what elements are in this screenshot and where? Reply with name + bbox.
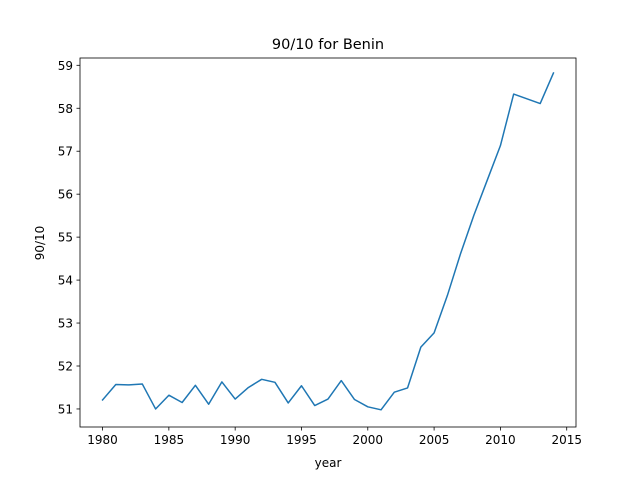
series-line-0 <box>101 72 555 411</box>
y-tick-label-52: 52 <box>58 360 73 374</box>
y-tick-label-55: 55 <box>58 231 73 245</box>
x-tick-label-1995: 1995 <box>286 433 317 447</box>
x-tick-label-1990: 1990 <box>220 433 251 447</box>
y-tick-label-57: 57 <box>58 145 73 159</box>
x-tick-label-2000: 2000 <box>353 433 384 447</box>
x-tick-label-2005: 2005 <box>419 433 450 447</box>
plot-area: 1980 1985 1990 1995 2000 2005 2010 2015 51 52 53 54… <box>58 57 582 447</box>
y-tick-label-59: 59 <box>58 59 73 73</box>
x-tick-label-1985: 1985 <box>154 433 185 447</box>
y-tick-label-53: 53 <box>58 317 73 331</box>
y-tick-label-56: 56 <box>58 188 73 202</box>
y-tick-label-58: 58 <box>58 102 73 116</box>
axes-frame <box>79 57 577 428</box>
x-tick-label-1980: 1980 <box>87 433 118 447</box>
y-tick-label-51: 51 <box>58 402 73 416</box>
y-tick-label-54: 54 <box>58 274 73 288</box>
x-axis-title: year <box>315 456 342 470</box>
x-tick-label-2010: 2010 <box>485 433 516 447</box>
x-tick-label-2015: 2015 <box>551 433 582 447</box>
chart-title: 90/10 for Benin <box>272 37 384 53</box>
y-axis-title: 90/10 <box>33 226 47 261</box>
